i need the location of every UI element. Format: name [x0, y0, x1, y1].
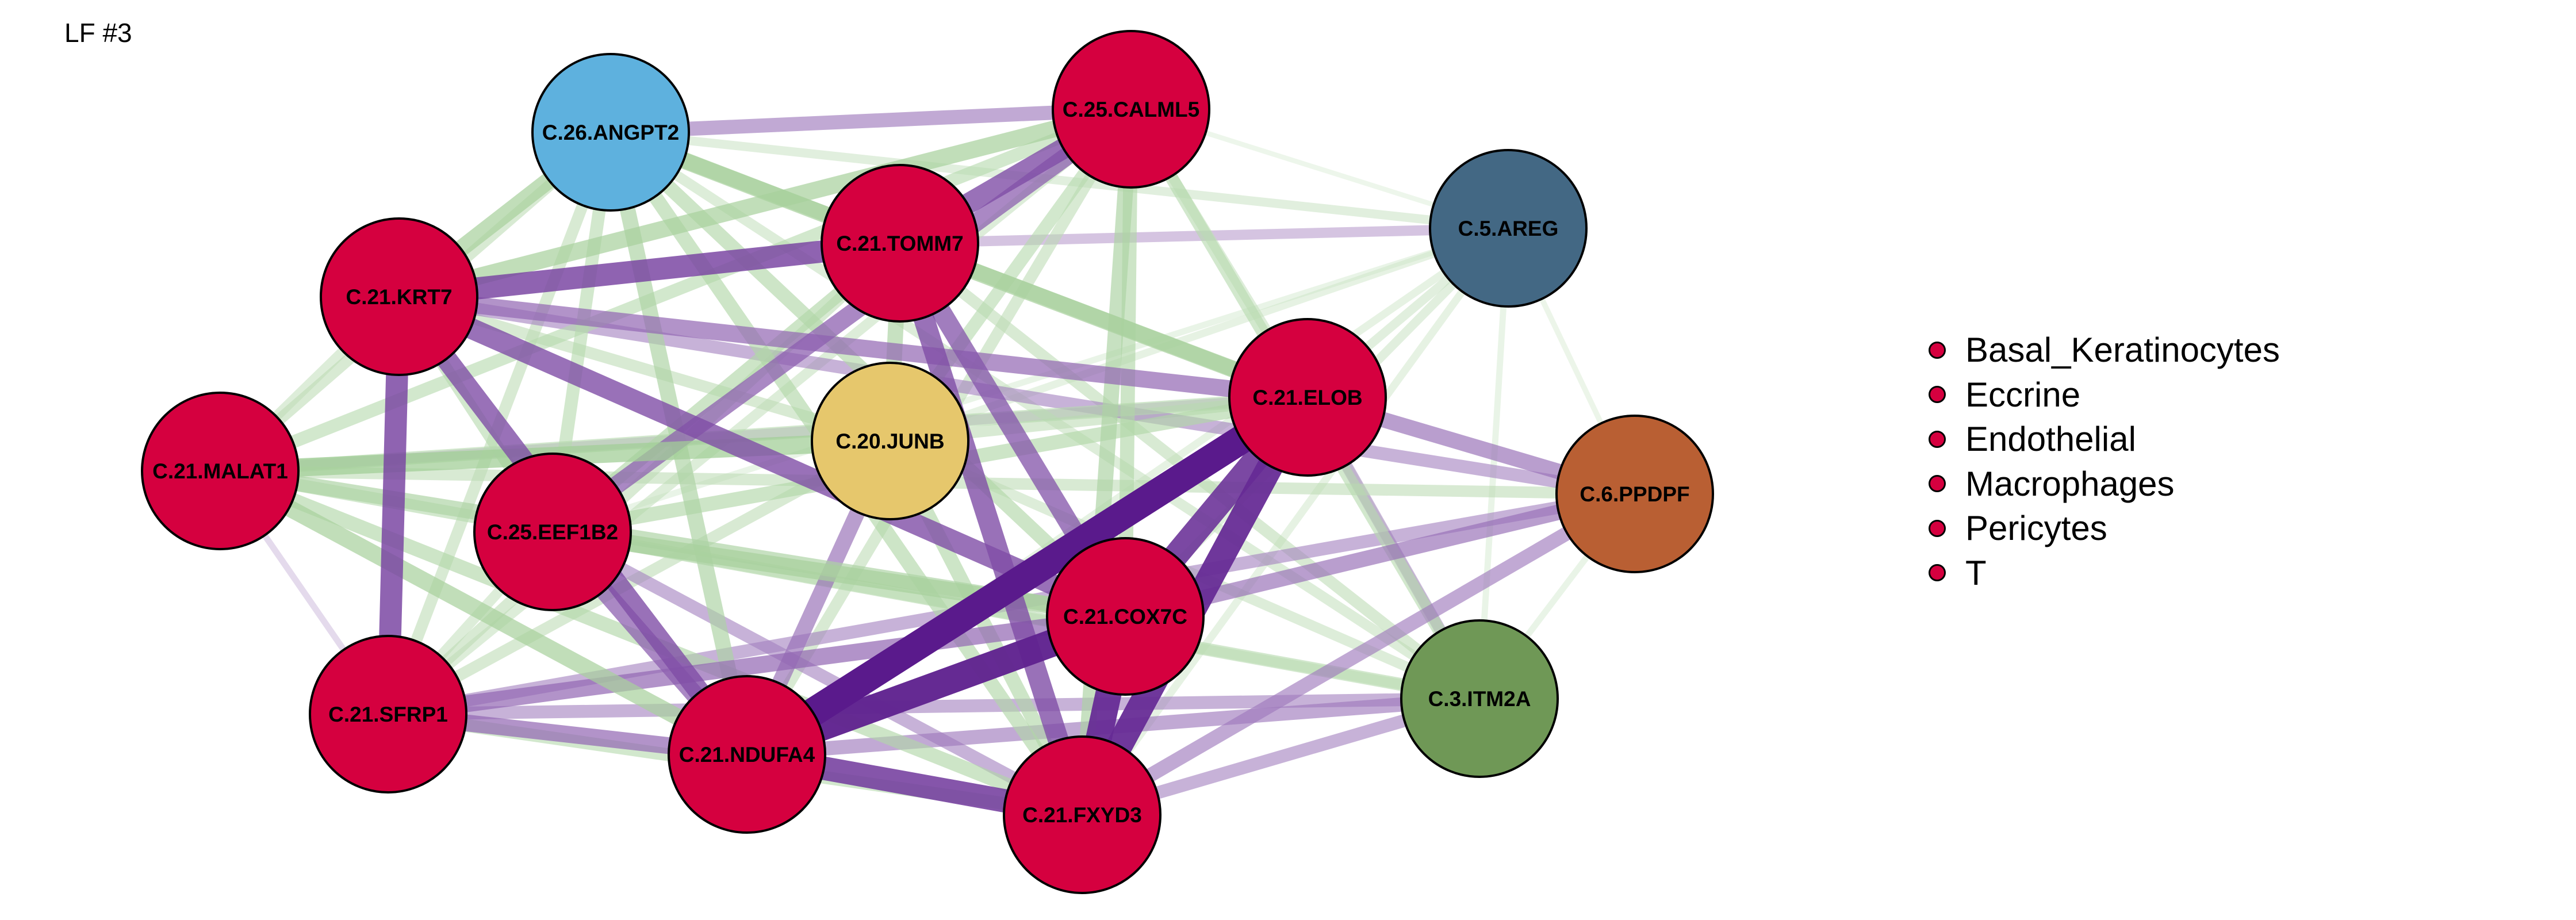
node-malat1[interactable]: C.21.MALAT1 [141, 392, 300, 550]
edge-krt7-tomm7 [397, 232, 902, 308]
legend-label: Endothelial [1965, 420, 2136, 459]
node-circle[interactable] [821, 164, 979, 323]
node-circle[interactable] [1046, 537, 1205, 696]
node-label: C.21.FXYD3 [1022, 803, 1142, 827]
legend-dot-icon [1929, 564, 1946, 582]
edge-ndufa4-elob [739, 385, 1316, 767]
legend-dot-icon [1929, 386, 1946, 404]
node-circle[interactable] [1400, 619, 1559, 778]
legend-label: T [1965, 553, 1987, 592]
node-layer: C.26.ANGPT2 C.25.CALML5 C.5.AREG C.21.TOMM7… [141, 30, 1714, 894]
edge-krt7-ppdpf [398, 290, 1636, 501]
node-label: C.21.COX7C [1063, 605, 1187, 628]
legend-dot-icon [1929, 430, 1946, 448]
legend-label: Basal_Keratinocytes [1965, 331, 2280, 370]
node-circle[interactable] [473, 453, 632, 611]
node-circle[interactable] [811, 362, 969, 520]
edge-angpt2-calml5 [610, 102, 1132, 140]
legend-dot-icon [1929, 519, 1946, 537]
legend-dot-icon [1929, 341, 1946, 359]
node-angpt2[interactable]: C.26.ANGPT2 [531, 53, 690, 212]
node-circle[interactable] [1003, 735, 1162, 894]
legend-item: Endothelial [1929, 417, 2280, 462]
node-label: C.26.ANGPT2 [542, 121, 680, 144]
node-circle[interactable] [1429, 149, 1588, 308]
node-label: C.5.AREG [1458, 217, 1559, 240]
node-ppdpf[interactable]: C.6.PPDPF [1555, 415, 1714, 573]
node-cox7c[interactable]: C.21.COX7C [1046, 537, 1205, 696]
legend-dot-icon [1929, 475, 1946, 493]
legend: Basal_Keratinocytes Eccrine Endothelial Mac… [1929, 328, 2280, 595]
node-label: C.21.TOMM7 [836, 232, 963, 255]
node-circle[interactable] [309, 635, 467, 793]
node-ndufa4[interactable]: C.21.NDUFA4 [668, 675, 826, 834]
node-label: C.20.JUNB [835, 430, 944, 453]
edge-malat1-calml5 [217, 103, 1134, 477]
node-label: C.21.SFRP1 [328, 703, 448, 726]
node-circle[interactable] [320, 217, 478, 376]
node-areg[interactable]: C.5.AREG [1429, 149, 1588, 308]
edge-sfrp1-cox7c [387, 608, 1126, 723]
legend-item: Macrophages [1929, 462, 2280, 507]
node-circle[interactable] [141, 392, 300, 550]
edge-eef1b2-cox7c [551, 523, 1127, 625]
legend-label: Pericytes [1965, 509, 2107, 548]
edge-eef1b2-fxyd3 [549, 526, 1086, 821]
legend-item: Pericytes [1929, 506, 2280, 551]
legend-item: Eccrine [1929, 373, 2280, 417]
node-label: C.21.NDUFA4 [679, 743, 815, 766]
edge-malat1-ndufa4 [216, 463, 751, 762]
node-circle[interactable] [1555, 415, 1714, 573]
edge-tomm7-fxyd3 [890, 240, 1092, 818]
node-fxyd3[interactable]: C.21.FXYD3 [1003, 735, 1162, 894]
node-label: C.25.EEF1B2 [487, 520, 618, 544]
node-label: C.21.KRT7 [346, 285, 452, 309]
node-elob[interactable]: C.21.ELOB [1228, 318, 1387, 477]
node-circle[interactable] [1228, 318, 1387, 477]
node-itm2a[interactable]: C.3.ITM2A [1400, 619, 1559, 778]
node-sfrp1[interactable]: C.21.SFRP1 [309, 635, 467, 793]
edge-angpt2-areg [610, 128, 1509, 233]
edge-eef1b2-calml5 [547, 102, 1137, 539]
edge-fxyd3-ppdpf [1078, 488, 1639, 821]
node-circle[interactable] [1052, 30, 1210, 189]
legend-item: Basal_Keratinocytes [1929, 328, 2280, 373]
node-krt7[interactable]: C.21.KRT7 [320, 217, 478, 376]
legend-label: Eccrine [1965, 375, 2081, 414]
node-label: C.3.ITM2A [1428, 687, 1531, 711]
node-label: C.21.ELOB [1252, 386, 1362, 409]
edge-calml5-fxyd3 [1074, 109, 1139, 815]
node-junb[interactable]: C.20.JUNB [811, 362, 969, 520]
node-calml5[interactable]: C.25.CALML5 [1052, 30, 1210, 189]
node-label: C.6.PPDPF [1580, 482, 1689, 506]
edge-sfrp1-itm2a [388, 692, 1480, 721]
plot-title: LF #3 [64, 18, 132, 48]
node-label: C.25.CALML5 [1063, 98, 1199, 121]
node-eef1b2[interactable]: C.25.EEF1B2 [473, 453, 632, 611]
legend-label: Macrophages [1965, 464, 2175, 503]
edge-krt7-elob [398, 288, 1309, 406]
node-circle[interactable] [668, 675, 826, 834]
edge-calml5-krt7 [397, 101, 1133, 305]
node-label: C.21.MALAT1 [152, 459, 288, 483]
legend-item: T [1929, 551, 2280, 596]
node-tomm7[interactable]: C.21.TOMM7 [821, 164, 979, 323]
node-circle[interactable] [531, 53, 690, 212]
